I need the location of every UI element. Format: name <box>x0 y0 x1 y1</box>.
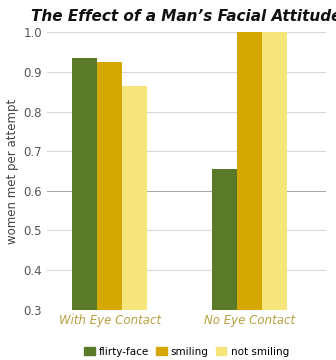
Title: The Effect of a Man’s Facial Attitude: The Effect of a Man’s Facial Attitude <box>31 9 336 24</box>
Bar <box>97 62 122 310</box>
Bar <box>72 58 97 310</box>
Bar <box>262 0 287 310</box>
Bar <box>122 86 148 310</box>
Bar <box>212 169 237 310</box>
Bar <box>237 30 262 310</box>
Legend: flirty-face, smiling, not smiling: flirty-face, smiling, not smiling <box>80 342 293 360</box>
Y-axis label: women met per attempt: women met per attempt <box>6 98 19 244</box>
